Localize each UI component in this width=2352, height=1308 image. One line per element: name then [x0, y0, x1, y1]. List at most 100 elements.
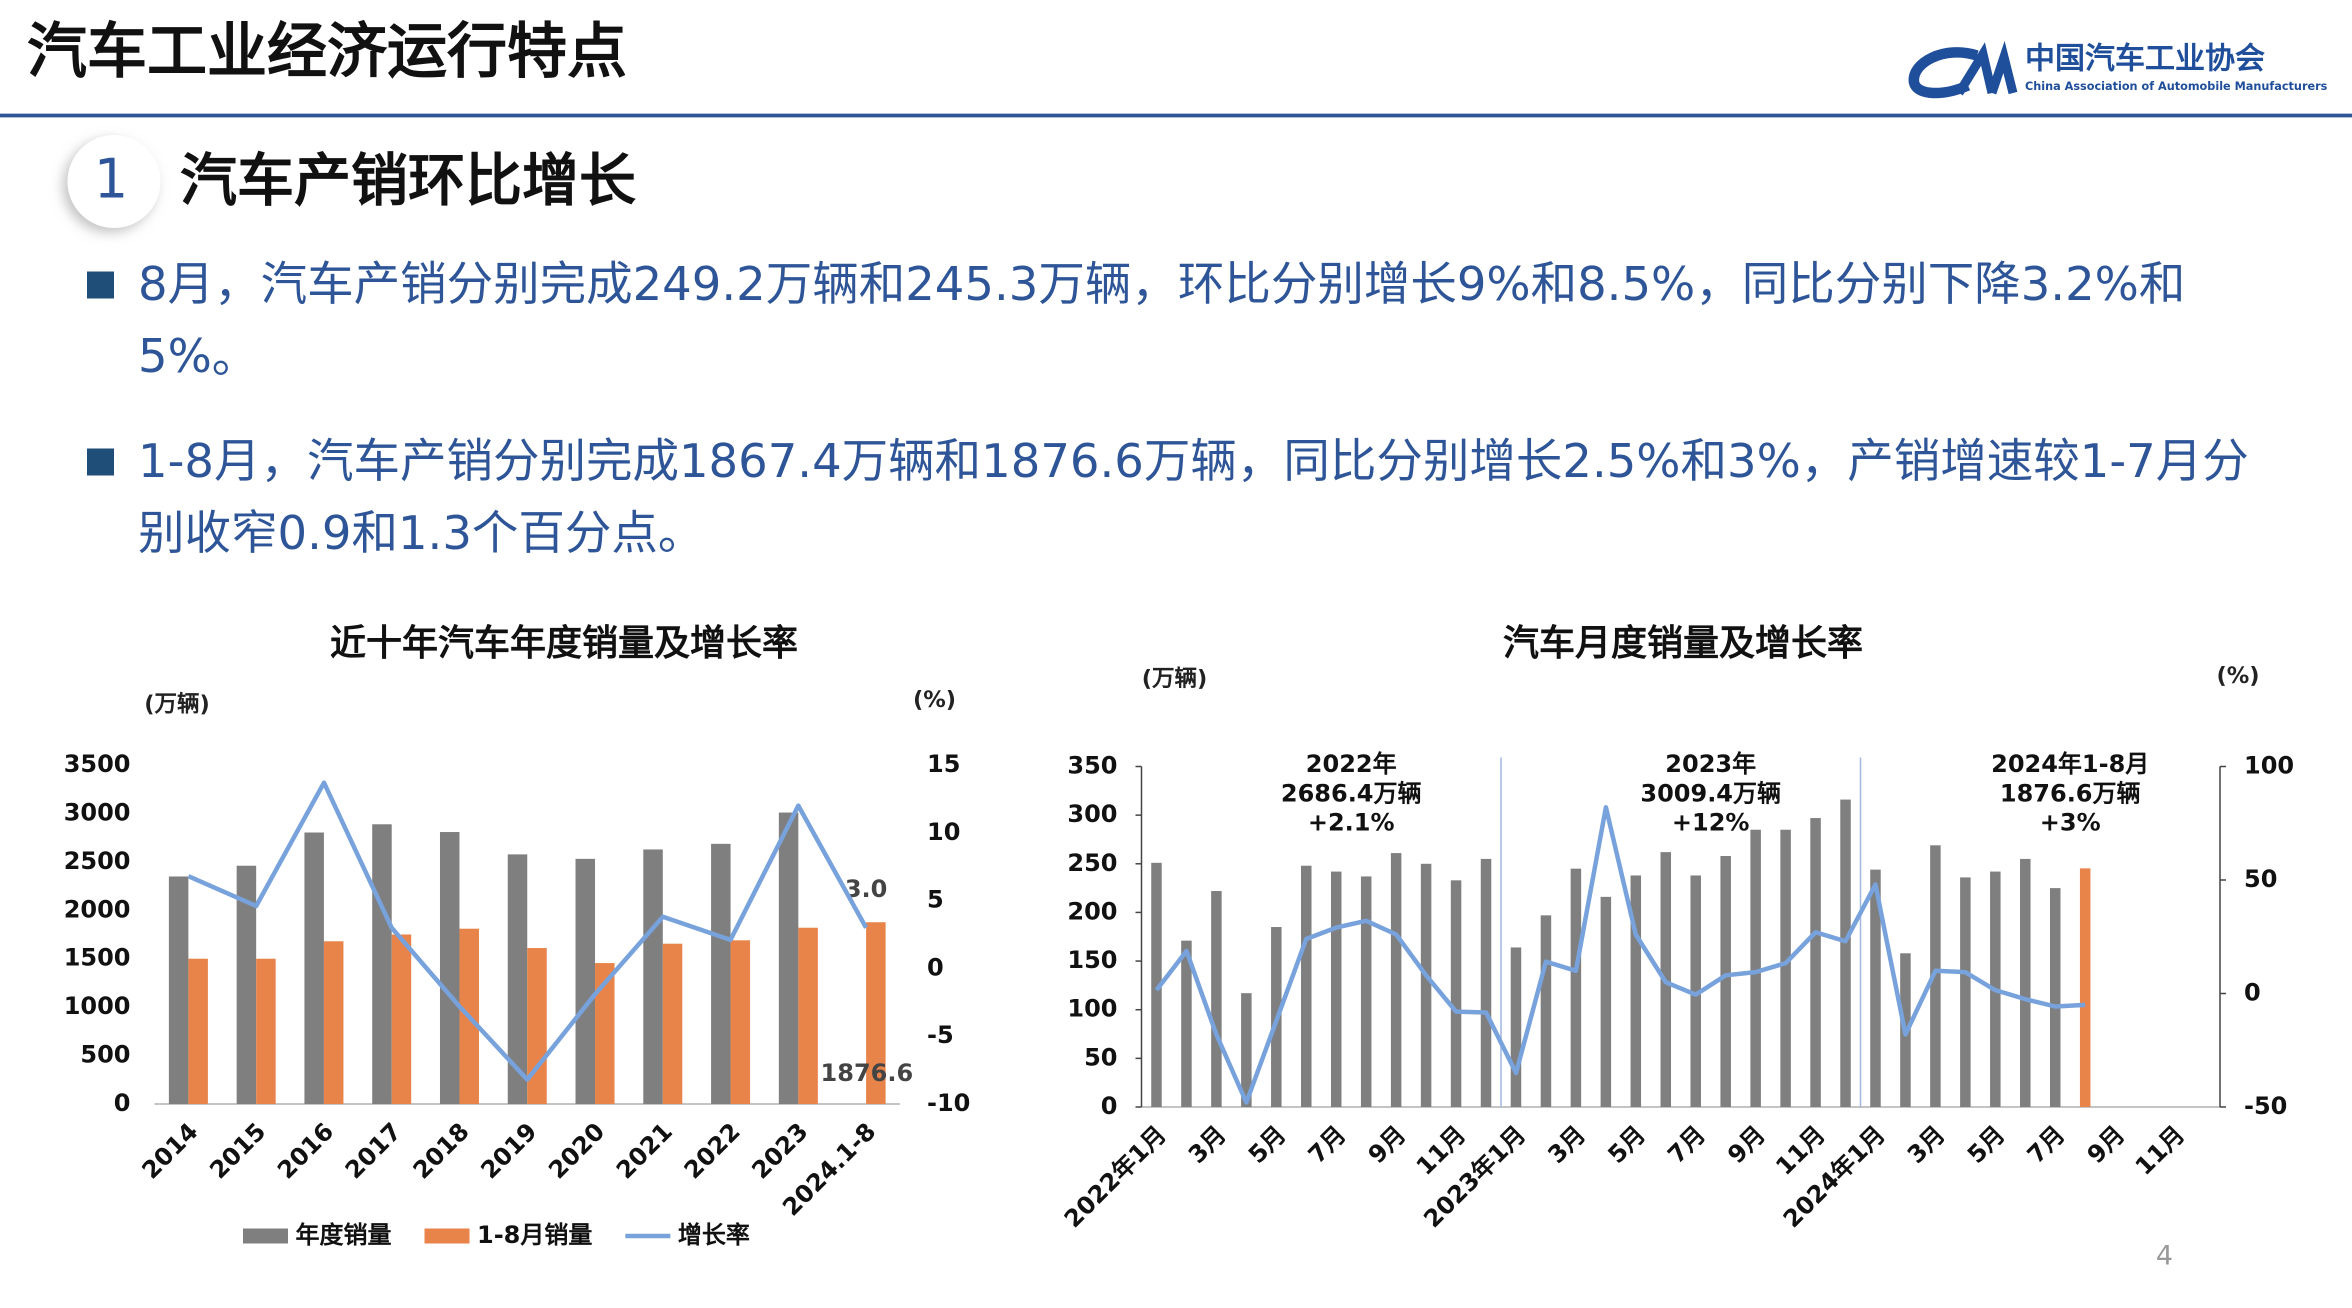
- annotation: 3009.4万辆: [1640, 779, 1781, 807]
- y2-tick-label: 100: [2244, 752, 2294, 780]
- line: [1154, 805, 2086, 1105]
- bar: [1420, 863, 1432, 1107]
- legend-swatch: [424, 1228, 470, 1244]
- bar: [323, 941, 344, 1104]
- bar: [1570, 868, 1582, 1107]
- x-tick-label: 5月: [1962, 1120, 2011, 1169]
- bar: [527, 948, 547, 1104]
- bar: [2049, 888, 2061, 1107]
- bar: [1750, 829, 1761, 1107]
- bullet: 1-8月，汽车产销分别完成1867.4万辆和1876.6万辆，同比分别增长2.5…: [87, 426, 2292, 570]
- bar: [1720, 856, 1731, 1107]
- annotation: 2022年: [1306, 750, 1397, 778]
- bar: [1241, 993, 1252, 1107]
- bullet-text: 8月，汽车产销分别完成249.2万辆和245.3万辆，环比分别增长9%和8.5%…: [138, 258, 2186, 384]
- legend-label: 1-8月销量: [477, 1221, 592, 1249]
- y-tick-label: 1500: [64, 944, 131, 972]
- y2-tick-label: 0: [2244, 979, 2261, 1007]
- x-tick-label: 9月: [2082, 1120, 2131, 1169]
- section-badge: [67, 135, 161, 228]
- y-tick-label: 3000: [64, 798, 131, 826]
- x-tick-label: 2022年1月: [1059, 1120, 1172, 1233]
- bar: [595, 963, 615, 1104]
- bullet-text: 1-8月，汽车产销分别完成1867.4万辆和1876.6万辆，同比分别增长2.5…: [138, 435, 2249, 561]
- logo: 中国汽车工业协会 China Association of Automobile…: [1908, 40, 2328, 99]
- y-tick-label: 350: [1067, 752, 1117, 780]
- bar: [1510, 947, 1522, 1107]
- y-tick-label: 100: [1067, 995, 1117, 1023]
- y2-tick-label: 50: [2244, 865, 2277, 893]
- y2-tick-label: 10: [927, 818, 960, 846]
- bar: [1330, 871, 1342, 1107]
- legend-label: 年度销量: [296, 1221, 392, 1249]
- bar: [778, 812, 799, 1104]
- bar: [2020, 858, 2031, 1107]
- annotation: 1876.6万辆: [2000, 779, 2141, 807]
- y-tick-label: 50: [1084, 1043, 1117, 1071]
- bar: [1810, 818, 1821, 1107]
- header-title: 汽车工业经济运行特点: [27, 17, 627, 87]
- logo-english: China Association of Automobile Manufact…: [2025, 80, 2328, 93]
- bar: [507, 854, 528, 1104]
- bar: [236, 865, 257, 1104]
- bar: [866, 922, 886, 1104]
- chart-title: 汽车月度销量及增长率: [1503, 623, 1863, 664]
- legend-label: 增长率: [678, 1221, 750, 1249]
- x-tick-label: 9月: [1722, 1120, 1771, 1169]
- bar: [730, 940, 751, 1104]
- section-title: 汽车产销环比增长: [180, 148, 636, 214]
- bar: [1960, 877, 1971, 1107]
- y-tick-label: 1000: [64, 992, 131, 1020]
- annotation: +12%: [1672, 809, 1750, 837]
- y2-tick-label: -5: [927, 1021, 954, 1049]
- y2-tick-label: -10: [927, 1089, 970, 1117]
- line: [187, 780, 869, 1082]
- page-number: 4: [2156, 1241, 2173, 1272]
- y2-axis-label: (%): [913, 687, 956, 713]
- y2-tick-label: 0: [927, 953, 944, 981]
- y-tick-label: 3500: [64, 750, 131, 778]
- y-tick-label: 250: [1067, 849, 1117, 877]
- bar: [1301, 865, 1312, 1107]
- chart-title: 近十年汽车年度销量及增长率: [330, 623, 798, 664]
- y2-tick-label: 15: [927, 750, 960, 778]
- annotation: 2024年1-8月: [1991, 750, 2149, 778]
- legend-swatch: [243, 1228, 288, 1244]
- bar: [304, 832, 324, 1104]
- y-tick-label: 0: [114, 1089, 131, 1117]
- x-tick-label: 5月: [1243, 1120, 1292, 1169]
- x-tick-label: 7月: [1662, 1120, 1711, 1169]
- annotation: 2686.4万辆: [1281, 779, 1422, 807]
- bar: [1211, 891, 1222, 1107]
- bar: [256, 958, 276, 1104]
- x-tick-label: 3月: [1543, 1120, 1592, 1169]
- annotation: 2023年: [1665, 750, 1756, 778]
- y2-tick-label: 5: [927, 886, 944, 914]
- annotation: +2.1%: [1308, 809, 1395, 837]
- bar: [711, 843, 731, 1104]
- bar: [662, 943, 683, 1104]
- bar: [1151, 862, 1162, 1107]
- y-tick-label: 200: [1067, 897, 1117, 925]
- bar: [1870, 869, 1881, 1107]
- bar: [1181, 940, 1192, 1107]
- bar: [1480, 858, 1492, 1107]
- bar: [1840, 799, 1851, 1107]
- bullet-marker: [87, 448, 114, 476]
- x-tick-label: 7月: [2022, 1120, 2071, 1169]
- y-tick-label: 500: [80, 1041, 130, 1069]
- x-tick-label: 3月: [1902, 1120, 1951, 1169]
- bar: [1780, 829, 1791, 1107]
- y2-axis-label: (%): [2216, 663, 2259, 689]
- x-tick-label: 11月: [2130, 1120, 2190, 1180]
- bar: [2079, 868, 2091, 1107]
- x-tick-label: 7月: [1303, 1120, 1352, 1169]
- bar: [439, 832, 460, 1104]
- bar: [1600, 896, 1612, 1107]
- bullet-marker: [87, 271, 114, 299]
